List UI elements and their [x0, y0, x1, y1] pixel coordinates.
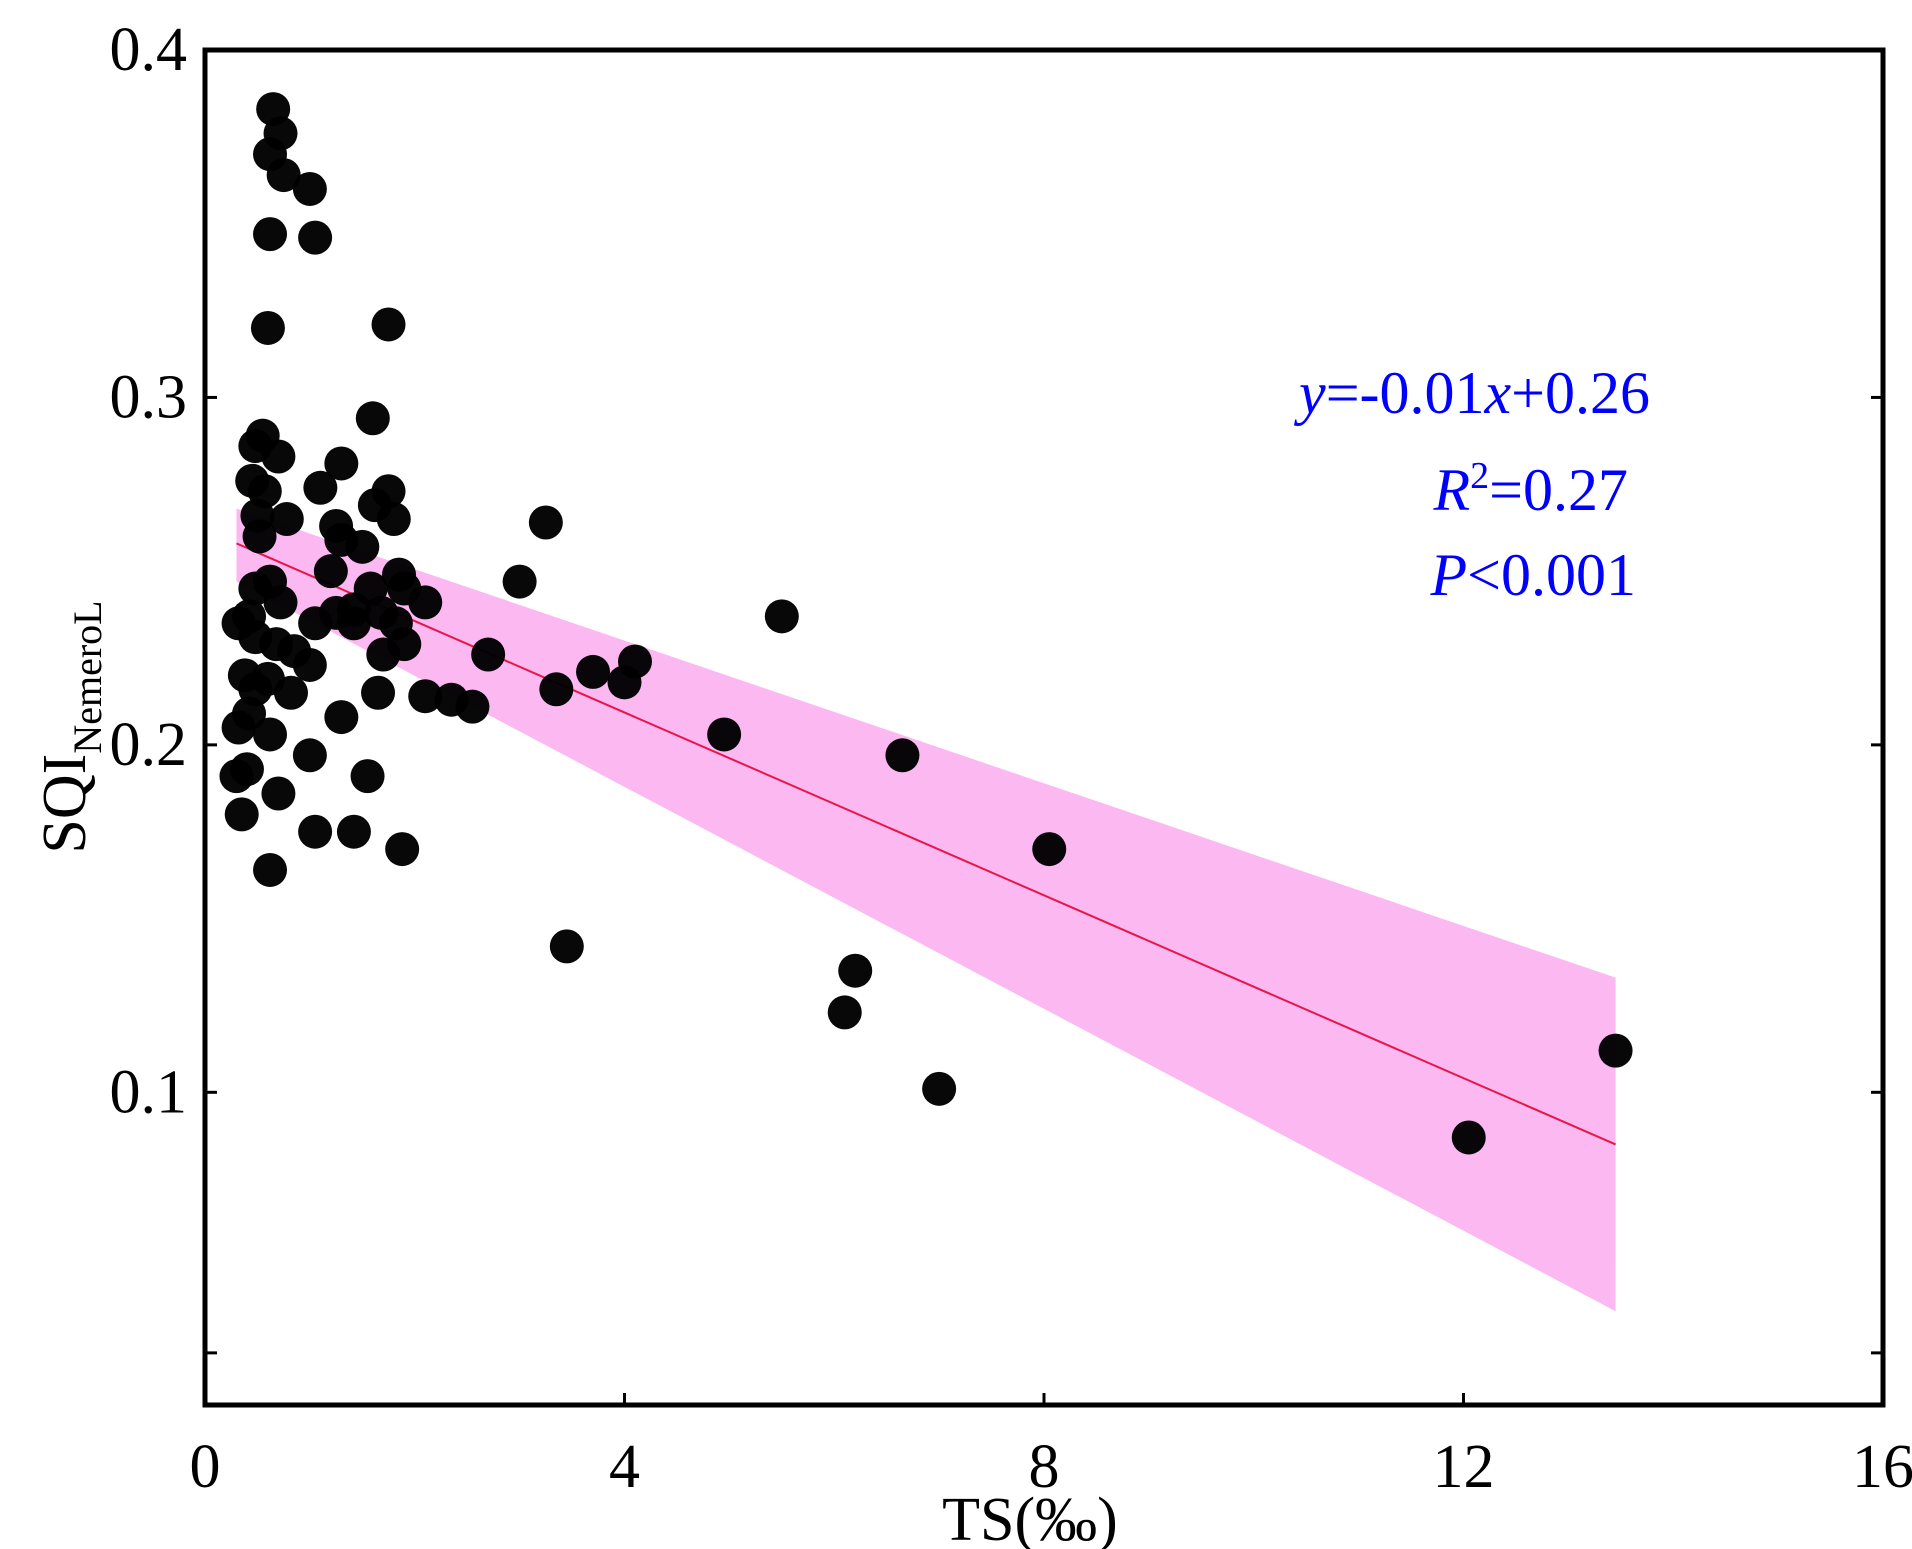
p-value-value: <0.001 [1467, 542, 1636, 608]
data-point [266, 158, 301, 193]
data-point [408, 679, 443, 714]
data-point [313, 554, 348, 589]
data-point [838, 953, 873, 988]
x-tick-label: 16 [1852, 1433, 1912, 1501]
data-point [253, 852, 288, 887]
data-point [221, 710, 256, 745]
data-point [292, 738, 327, 773]
r-squared-value: =0.27 [1489, 457, 1628, 523]
data-point [253, 717, 288, 752]
data-point [350, 759, 385, 794]
data-point [471, 637, 506, 672]
equation-intercept: +0.26 [1511, 360, 1650, 426]
data-point [224, 797, 259, 832]
y-tick-label: 0.3 [110, 363, 188, 431]
data-point [455, 689, 490, 724]
data-point [273, 675, 308, 710]
equation-slope: =-0.01 [1326, 360, 1485, 426]
data-point [502, 564, 537, 599]
y-tick-label: 0.4 [110, 16, 188, 84]
data-point [371, 307, 406, 342]
data-point [253, 217, 288, 252]
data-point [250, 310, 285, 345]
data-point [707, 717, 742, 752]
x-tick-label: 8 [1029, 1433, 1060, 1501]
data-point [366, 637, 401, 672]
data-point [922, 1071, 957, 1106]
data-point [336, 814, 371, 849]
y-axis-title: SQINemeroL [31, 600, 110, 853]
r-squared-text: R2=0.27 [1433, 455, 1629, 523]
data-point [263, 585, 298, 620]
y-axis-title-subscript: NemeroL [65, 600, 110, 753]
equation-x-var: x [1484, 360, 1512, 426]
data-point [345, 529, 380, 564]
data-point [292, 647, 327, 682]
data-point [1032, 832, 1067, 867]
p-value-var: P [1430, 542, 1468, 608]
fit-line-layer [236, 542, 1616, 1146]
r-squared-superscript: 2 [1470, 455, 1489, 497]
plot-frame [202, 47, 1886, 1408]
regression-annotation: y=-0.01x+0.26 R2=0.27 P<0.001 [1293, 360, 1650, 608]
data-point [1598, 1033, 1633, 1068]
data-point [361, 675, 396, 710]
data-point [298, 814, 333, 849]
data-point [408, 585, 443, 620]
data-point [827, 995, 862, 1030]
data-point [242, 519, 277, 554]
y-axis-title-main: SQI [31, 754, 99, 854]
axis-ticks-layer [203, 48, 1885, 1405]
p-value-text: P<0.001 [1430, 542, 1637, 608]
data-point [549, 929, 584, 964]
data-point [376, 502, 411, 537]
x-tick-label: 4 [609, 1433, 640, 1501]
data-point [261, 776, 296, 811]
data-point [607, 665, 642, 700]
data-point [576, 654, 611, 689]
confidence-band [236, 508, 1616, 1312]
data-point [261, 439, 296, 474]
y-tick-label: 0.2 [110, 711, 188, 779]
data-point [324, 446, 359, 481]
x-tick-label: 12 [1433, 1433, 1495, 1501]
data-point [219, 759, 254, 794]
confidence-band-layer [236, 508, 1616, 1312]
data-point [764, 599, 799, 634]
data-points-layer [219, 92, 1633, 1155]
data-point [324, 700, 359, 735]
x-tick-label: 0 [190, 1433, 221, 1501]
data-point [539, 672, 574, 707]
data-point [385, 832, 420, 867]
data-point [1451, 1120, 1486, 1155]
data-point [303, 470, 338, 505]
data-point [885, 738, 920, 773]
equation-text: y=-0.01x+0.26 [1293, 360, 1650, 426]
regression-line [236, 542, 1616, 1146]
y-tick-label: 0.1 [110, 1058, 188, 1126]
data-point [238, 571, 273, 606]
r-squared-var: R [1433, 457, 1471, 523]
data-point [336, 606, 371, 641]
data-point [298, 220, 333, 255]
x-axis-title: TS(‰) [942, 1486, 1118, 1549]
data-point [269, 502, 304, 537]
data-point [298, 606, 333, 641]
axis-tick-labels-layer: 0 4 8 12 16 0.1 0.2 0.3 0.4 [110, 16, 1912, 1501]
data-point [292, 171, 327, 206]
data-point [355, 401, 390, 436]
data-point [528, 505, 563, 540]
equation-y-var: y [1293, 360, 1326, 426]
